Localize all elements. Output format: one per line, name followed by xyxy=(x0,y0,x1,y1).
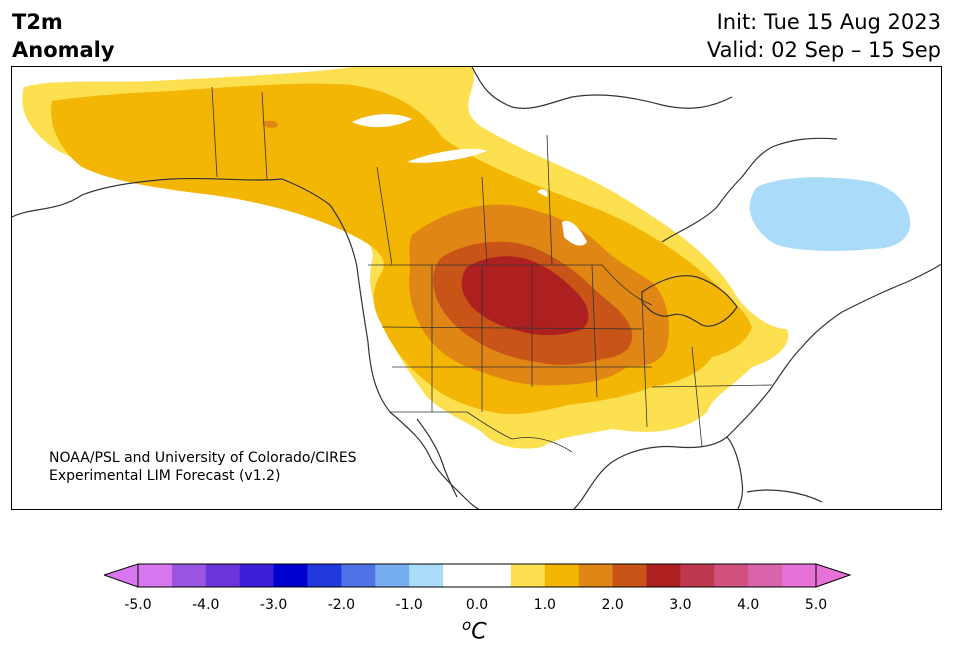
colorbar-cell xyxy=(409,564,444,587)
state-border-5 xyxy=(641,296,648,428)
colorbar-tick-label: 0.0 xyxy=(465,597,489,613)
anomaly-map xyxy=(12,67,941,509)
colorbar-tick-label: 2.0 xyxy=(601,597,624,613)
colorbar-cell xyxy=(205,564,241,587)
colorbar-cell xyxy=(544,564,580,587)
anomaly-2-5-region xyxy=(461,256,589,336)
white-lake-4 xyxy=(537,189,548,197)
colorbar-under-arrow xyxy=(104,563,139,588)
credit-line-2: Experimental LIM Forecast (v1.2) xyxy=(49,468,281,484)
valid-period: Valid: 02 Sep – 15 Sep xyxy=(706,38,941,62)
colorbar-cell xyxy=(341,564,376,587)
province-border-1 xyxy=(261,91,268,180)
colorbar-tick-label: 4.0 xyxy=(737,597,760,613)
colorbar-cell xyxy=(578,564,614,587)
title-line-2: Anomaly xyxy=(12,38,115,62)
colorbar-tick-label: -5.0 xyxy=(124,597,152,613)
colorbar-cell xyxy=(171,564,207,587)
colorbar-over-arrow xyxy=(815,563,852,588)
state-border-9 xyxy=(691,346,703,448)
us-canada-border xyxy=(368,264,653,306)
atlantic-coast xyxy=(726,263,941,438)
white-lake-1 xyxy=(352,114,412,128)
coastlines xyxy=(12,67,941,509)
alaska-coast xyxy=(12,177,331,218)
colorbar-cell xyxy=(782,564,817,587)
anomaly-contours xyxy=(22,67,911,449)
gulf-coast xyxy=(573,436,744,509)
colorbar-cell xyxy=(443,564,478,587)
colorbar-cell xyxy=(748,564,783,587)
unit-base: C xyxy=(471,619,487,645)
state-border-8 xyxy=(651,384,773,388)
colorbar-cell xyxy=(680,564,715,587)
colorbar-unit: oC xyxy=(462,616,487,644)
hudson-bay-coast xyxy=(661,137,838,243)
political-borders xyxy=(211,86,773,453)
cuba xyxy=(746,489,823,503)
colorbar-tick-label: 1.0 xyxy=(533,597,556,613)
colorbar-cell xyxy=(375,564,410,587)
colorbar-tick-label: -4.0 xyxy=(192,597,220,613)
white-lake-5 xyxy=(262,120,278,128)
us-mexico-border xyxy=(390,411,573,453)
colorbar-cell xyxy=(307,564,342,587)
colorbar-cell xyxy=(612,564,647,587)
init-date: Init: Tue 15 Aug 2023 xyxy=(716,10,941,34)
credit-line-1: NOAA/PSL and University of Colorado/CIRE… xyxy=(49,450,357,466)
map-panel xyxy=(11,66,942,510)
pacific-coast xyxy=(329,204,480,509)
baja-coast xyxy=(416,418,458,498)
forecast-dates: Init: Tue 15 Aug 2023 Valid: 02 Sep – 15… xyxy=(707,8,941,64)
colorbar-tick-label: -2.0 xyxy=(327,597,356,613)
province-border-2 xyxy=(376,166,393,266)
unit-superscript: o xyxy=(462,616,472,634)
white-lake-3 xyxy=(562,221,587,246)
title-line-1: T2m xyxy=(12,10,63,34)
colorbar-tick-label: -1.0 xyxy=(395,597,423,613)
white-lake-2 xyxy=(407,148,487,163)
credit-text: NOAA/PSL and University of Colorado/CIRE… xyxy=(49,449,357,485)
arctic-coast xyxy=(471,67,733,109)
colorbar-cell xyxy=(714,564,749,587)
province-border-3 xyxy=(481,176,488,266)
colorbar-cell xyxy=(239,564,275,587)
colorbar-cells xyxy=(138,564,817,587)
map-title: T2m Anomaly xyxy=(12,8,115,64)
colorbar-tick-label: 5.0 xyxy=(804,597,828,613)
colorbar-cell xyxy=(477,564,512,587)
colorbar-cell xyxy=(138,564,173,587)
colorbar-tick-label: 3.0 xyxy=(669,597,692,613)
colorbar-tick-label: -3.0 xyxy=(259,597,288,613)
colorbar-outline xyxy=(137,563,817,588)
province-border-4 xyxy=(546,134,553,266)
state-border-6 xyxy=(381,326,643,330)
colorbar-cell xyxy=(273,564,308,587)
great-lakes xyxy=(641,275,738,327)
colorbar-cell xyxy=(646,564,681,587)
colorbar-cell xyxy=(510,564,546,587)
state-border-4 xyxy=(591,264,598,398)
colorbar-tick-labels: -5.0 -4.0 -3.0 -2.0 -1.0 0.0 1.0 2.0 3.0 4.0 5.0 xyxy=(0,597,953,617)
anomaly-negative-region xyxy=(749,177,911,251)
colorbar xyxy=(104,563,852,588)
alaska-border xyxy=(211,86,218,178)
